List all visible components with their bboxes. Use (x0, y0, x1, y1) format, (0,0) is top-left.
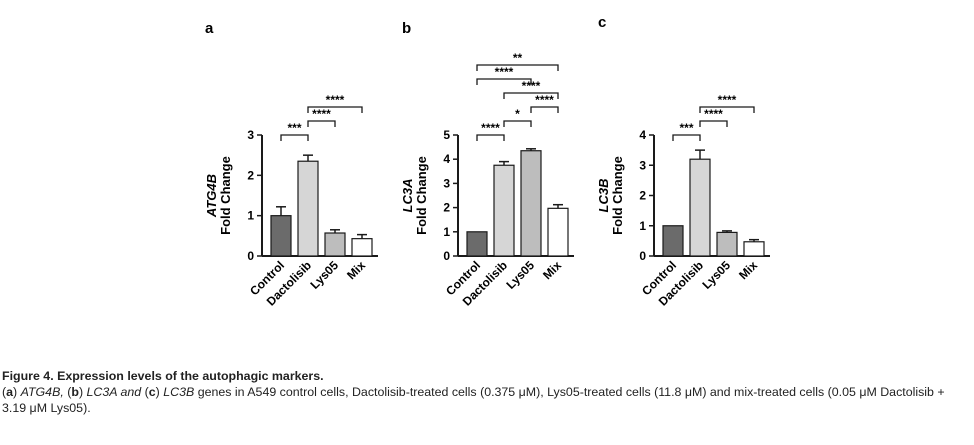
bar-lys05 (324, 232, 346, 257)
bar-mix (743, 241, 765, 257)
caption-gene-c: LC3B (163, 385, 195, 399)
y-tick-label: 2 (443, 201, 450, 215)
significance-bracket (476, 78, 532, 85)
significance-bracket (699, 106, 755, 113)
y-tick-label: 1 (639, 219, 646, 233)
panel-letter: c (598, 14, 606, 31)
significance-bracket (307, 120, 336, 127)
caption-label-b: b (71, 385, 79, 399)
significance-bracket (476, 64, 559, 71)
significance-label: **** (481, 121, 500, 135)
caption-body: (a) ATG4B, (b) LC3A and (c) LC3B genes i… (2, 385, 945, 415)
significance-label: **** (495, 65, 514, 79)
y-axis-label: Fold Change (610, 156, 625, 235)
significance-label: **** (326, 93, 345, 107)
significance-label: ** (513, 51, 523, 65)
bar-mix (351, 238, 373, 257)
bar-control (466, 231, 488, 257)
y-tick-label: 4 (639, 128, 646, 142)
significance-label: *** (287, 121, 301, 135)
y-tick-label: 4 (443, 152, 450, 166)
significance-bracket (503, 120, 532, 127)
y-tick-label: 5 (443, 128, 450, 142)
significance-label: *** (679, 121, 693, 135)
significance-label: **** (718, 93, 737, 107)
bar-lys05 (716, 231, 738, 257)
y-tick-label: 1 (247, 209, 254, 223)
bar-dactolisib (297, 160, 319, 257)
figure-caption: Figure 4. Expression levels of the autop… (2, 368, 972, 416)
category-label: Mix (540, 258, 564, 282)
y-tick-label: 0 (443, 249, 450, 263)
y-axis-gene-label: LC3A (400, 179, 415, 213)
caption-label-a: a (6, 385, 14, 399)
y-axis-gene-label: ATG4B (204, 174, 219, 218)
panel-letter: b (402, 20, 411, 37)
category-label: Lys05 (699, 258, 733, 292)
caption-gene-b: LC3A and (86, 385, 142, 399)
y-tick-label: 1 (443, 225, 450, 239)
y-tick-label: 3 (443, 176, 450, 190)
caption-title: Figure 4. Expression levels of the autop… (2, 369, 324, 383)
y-tick-label: 2 (639, 189, 646, 203)
significance-bracket (672, 134, 701, 141)
category-label: Mix (344, 258, 368, 282)
significance-bracket (503, 92, 559, 99)
y-tick-label: 3 (247, 128, 254, 142)
bar-dactolisib (689, 158, 711, 257)
significance-label: **** (522, 79, 541, 93)
y-tick-label: 2 (247, 168, 254, 182)
significance-label: **** (312, 107, 331, 121)
significance-bracket (530, 106, 559, 113)
significance-bracket (699, 120, 728, 127)
significance-label: * (515, 107, 520, 121)
significance-bracket (280, 134, 309, 141)
category-label: Lys05 (503, 258, 537, 292)
category-label: Lys05 (307, 258, 341, 292)
category-label: Mix (736, 258, 760, 282)
caption-label-c: c (148, 385, 156, 399)
bar-control (270, 215, 292, 257)
y-axis-gene-label: LC3B (596, 179, 611, 213)
y-axis-label: Fold Change (414, 156, 429, 235)
y-tick-label: 3 (639, 158, 646, 172)
y-tick-label: 0 (639, 249, 646, 263)
panel-letter: a (205, 20, 214, 37)
significance-bracket (476, 134, 505, 141)
y-axis-label: Fold Change (218, 156, 233, 235)
caption-text: genes in A549 control cells, Dactolisib-… (2, 385, 945, 415)
significance-label: **** (704, 107, 723, 121)
bar-lys05 (520, 150, 542, 257)
significance-bracket (307, 106, 363, 113)
caption-gene-a: ATG4B, (20, 385, 64, 399)
significance-label: **** (535, 93, 554, 107)
y-tick-label: 0 (247, 249, 254, 263)
bar-mix (547, 207, 569, 257)
bar-dactolisib (493, 164, 515, 257)
bar-control (662, 225, 684, 257)
